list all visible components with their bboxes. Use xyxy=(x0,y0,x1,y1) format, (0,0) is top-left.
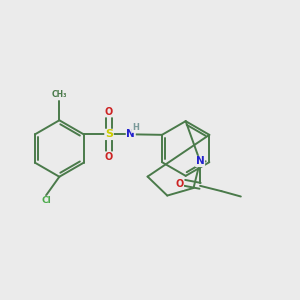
Text: CH₃: CH₃ xyxy=(52,90,67,99)
Text: O: O xyxy=(105,107,113,117)
Text: H: H xyxy=(132,123,139,132)
Text: O: O xyxy=(175,179,183,189)
Text: Cl: Cl xyxy=(41,196,51,205)
Text: S: S xyxy=(105,129,113,140)
Text: N: N xyxy=(196,156,205,167)
Text: O: O xyxy=(105,152,113,162)
Text: N: N xyxy=(126,129,135,140)
